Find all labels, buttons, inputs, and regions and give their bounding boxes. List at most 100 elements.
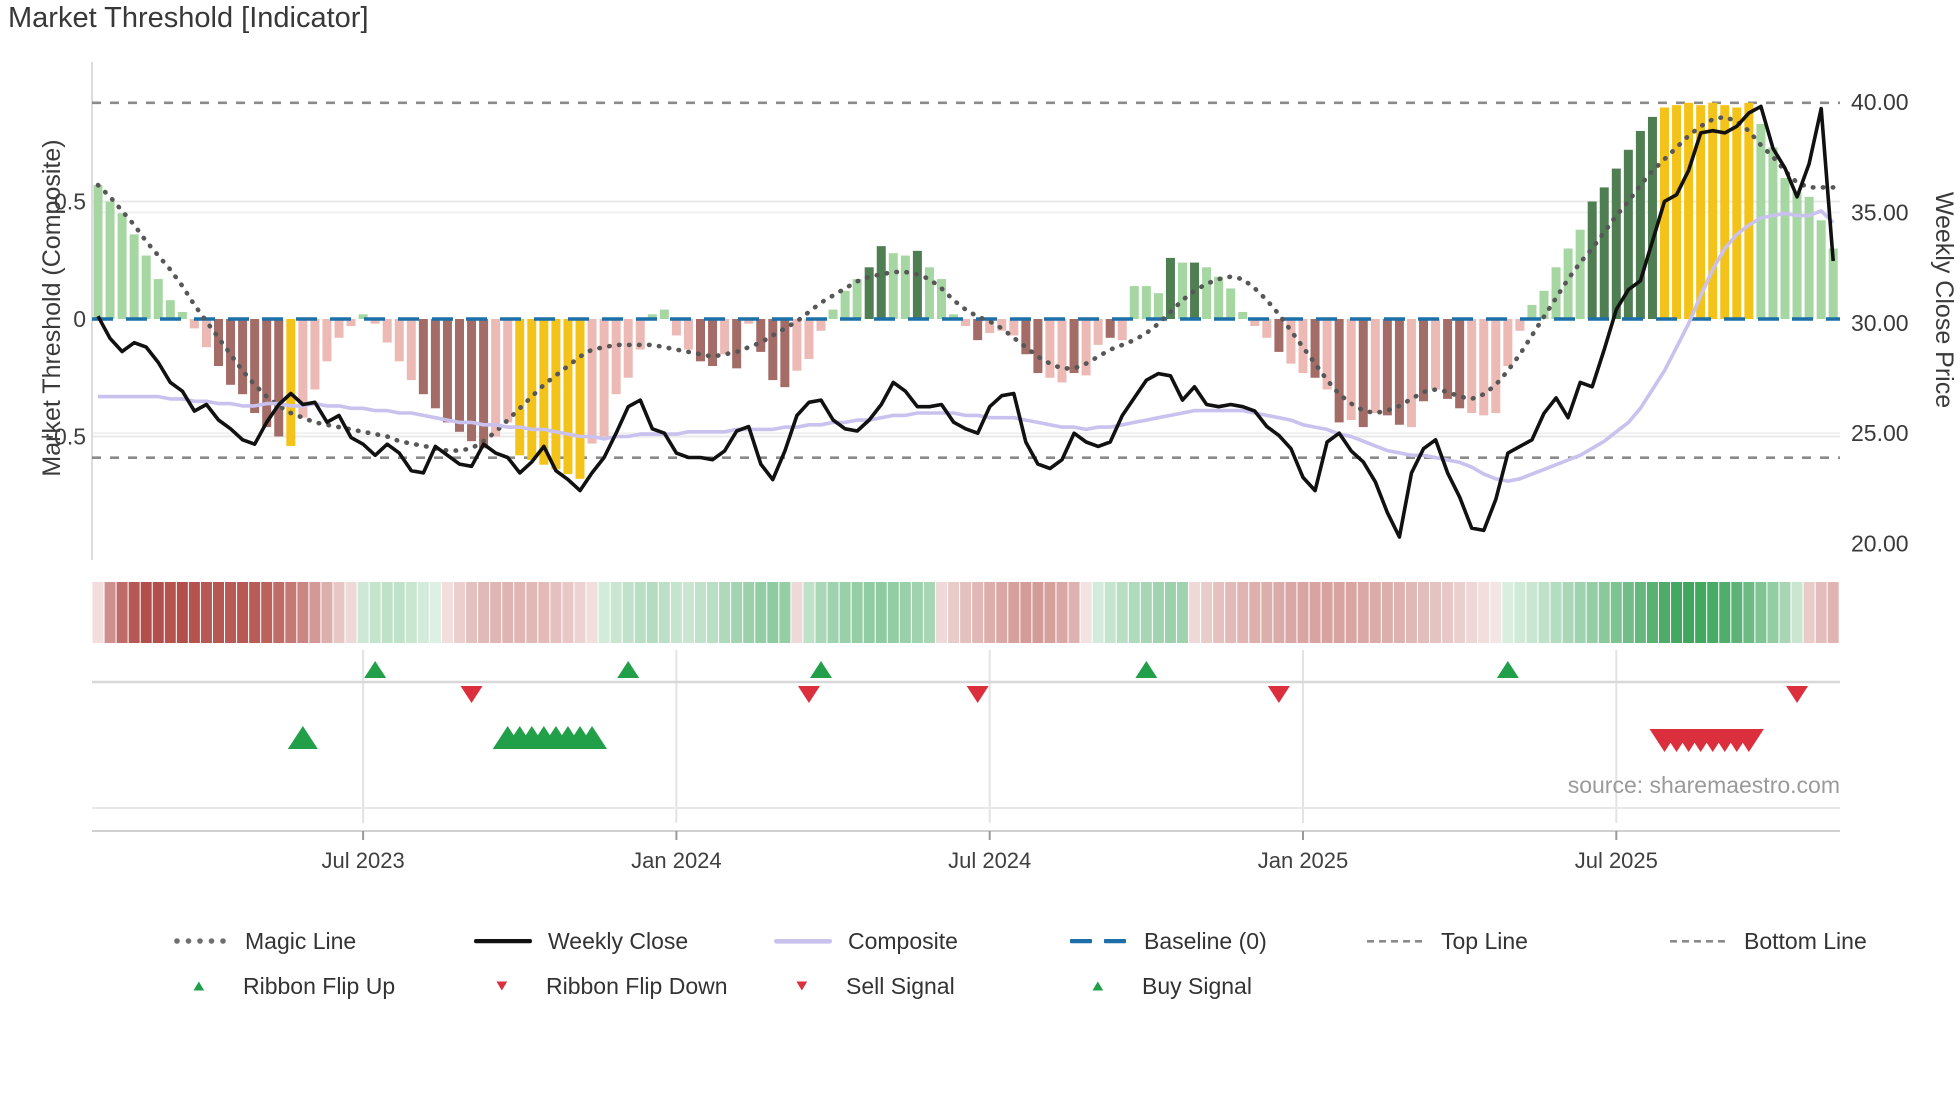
dash-blue-swatch (1070, 928, 1128, 954)
ribbon-cell (321, 582, 333, 643)
ribbon-cell (345, 582, 357, 643)
threshold-bar (358, 314, 368, 319)
ribbon-flip-down-marker (1267, 686, 1290, 703)
threshold-bar (985, 319, 995, 334)
buy-signal-marker (577, 726, 608, 749)
ribbon-cell (405, 582, 417, 643)
threshold-bar (214, 319, 223, 366)
ribbon-cell (92, 582, 104, 643)
ribbon-cell (1273, 582, 1285, 643)
ribbon-cell (1562, 582, 1574, 643)
ribbon-cell (863, 582, 875, 643)
threshold-bar (1467, 319, 1477, 413)
threshold-bar (286, 319, 296, 446)
threshold-bar (744, 319, 754, 324)
threshold-bar (780, 319, 790, 388)
ribbon-cell (646, 582, 658, 643)
threshold-bar (1370, 319, 1380, 413)
threshold-bar (1660, 107, 1669, 319)
threshold-bar (1274, 319, 1284, 352)
ribbon-cell (1767, 582, 1779, 643)
ribbon-cell (1707, 582, 1719, 643)
threshold-bar (696, 319, 705, 362)
sell-signal-marker (1733, 729, 1764, 752)
ribbon-cell (972, 582, 984, 643)
threshold-bar (165, 300, 175, 319)
dash-gray-swatch (1367, 928, 1425, 954)
threshold-bar (1057, 319, 1067, 383)
legend-label: Baseline (0) (1144, 927, 1267, 954)
threshold-bar (973, 319, 983, 341)
ribbon-cell (767, 582, 779, 643)
ribbon-cell (213, 582, 224, 643)
ribbon-cell (466, 582, 478, 643)
threshold-bar (924, 267, 934, 319)
threshold-bar (1708, 102, 1718, 319)
ribbon-cell (261, 582, 273, 643)
threshold-bar (1563, 248, 1573, 319)
right-axis-tick: 40.00 (1851, 89, 1909, 115)
threshold-bar (1250, 319, 1260, 327)
threshold-bar (876, 246, 886, 319)
legend-item-ribbon-flip-down: Ribbon Flip Down (496, 971, 728, 1001)
ribbon-cell (1683, 582, 1695, 643)
ribbon-cell (1008, 582, 1020, 643)
ribbon-cell (1164, 582, 1176, 643)
threshold-bar (322, 319, 332, 362)
ribbon-cell (1116, 582, 1128, 643)
threshold-bar (1226, 288, 1236, 319)
ribbon-cell (249, 582, 261, 643)
ribbon-cell (441, 582, 453, 643)
x-axis-tick: Jan 2025 (1258, 848, 1349, 873)
threshold-bar (852, 279, 862, 319)
ribbon-cell (1598, 582, 1610, 643)
ribbon-cell (1345, 582, 1357, 643)
ribbon-cell (731, 582, 743, 643)
ribbon-cell (1225, 582, 1237, 643)
ribbon-cell (1128, 582, 1140, 643)
ribbon-cell (574, 582, 586, 643)
ribbon-cell (936, 582, 947, 643)
threshold-bar (804, 319, 814, 359)
ribbon-cell (164, 582, 176, 643)
threshold-bar (1419, 319, 1428, 402)
ribbon-cell (996, 582, 1008, 643)
ribbon-cell (1779, 582, 1791, 643)
threshold-bar (1744, 102, 1754, 319)
ribbon-cell (369, 582, 381, 643)
threshold-bar (623, 319, 633, 378)
tri-down-swatch (796, 973, 822, 999)
ribbon-cell (899, 582, 911, 643)
legend-item-composite: Composite (774, 926, 958, 956)
ribbon-cell (1442, 582, 1454, 643)
threshold-bar (792, 319, 802, 371)
threshold-bar (1214, 276, 1224, 319)
threshold-bar (1286, 319, 1296, 364)
ribbon-cell (586, 582, 598, 643)
threshold-bar (1310, 319, 1320, 378)
legend-label: Magic Line (245, 927, 357, 954)
ribbon-cell (887, 582, 899, 643)
threshold-bar (105, 201, 115, 319)
threshold-bar (1587, 201, 1597, 319)
legend-item-ribbon-flip-up: Ribbon Flip Up (193, 971, 395, 1001)
page-title: Market Threshold [Indicator] (8, 2, 369, 34)
ribbon-cell (1177, 582, 1188, 643)
ribbon-cell (1659, 582, 1670, 643)
threshold-bar (599, 319, 609, 437)
ribbon-cell (562, 582, 574, 643)
threshold-bar (310, 319, 320, 390)
ribbon-cell (309, 582, 321, 643)
threshold-bar (515, 319, 525, 456)
ribbon-cell (478, 582, 490, 643)
ribbon-cell (1381, 582, 1393, 643)
threshold-bar (129, 234, 139, 319)
threshold-bar (1045, 319, 1055, 378)
ribbon-cell (1731, 582, 1743, 643)
threshold-bar (1792, 192, 1802, 319)
threshold-bar (1382, 319, 1392, 416)
ribbon-cell (526, 582, 538, 643)
source-note: source: sharemaestro.com (1567, 772, 1840, 798)
threshold-bar (430, 319, 440, 409)
